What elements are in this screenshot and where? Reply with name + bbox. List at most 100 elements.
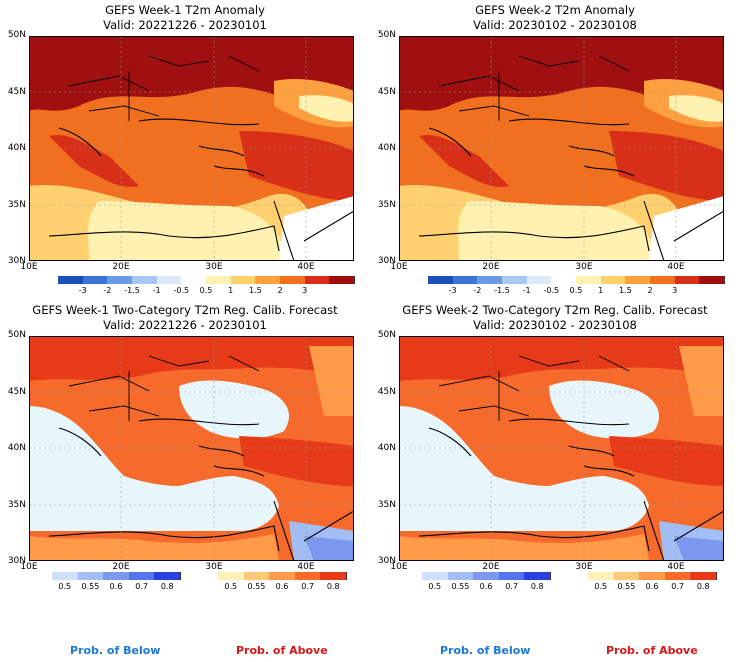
lat-label: 40N — [7, 443, 26, 453]
lat-label: 50N — [377, 30, 396, 40]
colorbar-cell — [524, 572, 551, 580]
colorbar-cell — [156, 276, 183, 284]
lat-label: 45N — [7, 87, 26, 97]
panel-week2-anomaly: GEFS Week-2 T2m Anomaly Valid: 20230102 … — [370, 0, 740, 300]
colorbar-cell — [452, 276, 479, 284]
colorbar-tick-label: 0.55 — [247, 582, 266, 591]
lon-label: 10E — [390, 562, 408, 572]
colorbar-tick-label: 0.5 — [58, 582, 72, 591]
colorbar-tick-label: -3 — [448, 286, 457, 295]
colorbar-tick-label: 2 — [647, 286, 653, 295]
colorbar-cell — [243, 572, 271, 580]
lon-label: 10E — [20, 562, 38, 572]
colorbar-cell — [82, 276, 109, 284]
colorbar-cell — [576, 276, 602, 284]
colorbar-tick-label: -0.5 — [543, 286, 560, 295]
colorbar-cell — [650, 276, 676, 284]
colorbar-tick-label: 0.55 — [617, 582, 636, 591]
colorbar-tick-label: 1.5 — [248, 286, 262, 295]
colorbar-tick-label: 0.8 — [530, 582, 544, 591]
colorbar-tick-label: 1 — [228, 286, 234, 295]
colorbar-tick-label: 2 — [277, 286, 283, 295]
colorbar-cell — [128, 572, 156, 580]
panel-week2-probability: GEFS Week-2 Two-Category T2m Reg. Calib.… — [370, 300, 740, 600]
prob-above-colorbar: 0.5 0.55 0.6 0.7 0.8 — [588, 572, 717, 591]
panel-subtitle: Valid: 20230102 - 20230108 — [473, 18, 637, 32]
colorbar-cell — [639, 572, 666, 580]
lon-label: 20E — [112, 262, 130, 272]
colorbar-cell — [422, 572, 449, 580]
prob-above-colorbar: 0.5 0.55 0.6 0.7 0.8 — [218, 572, 347, 591]
colorbar-tick-label: 0.8 — [160, 582, 174, 591]
lon-label: 40E — [297, 562, 315, 572]
colorbar-tick-label: 0.8 — [326, 582, 340, 591]
colorbar-cell — [625, 276, 651, 284]
lon-label: 10E — [390, 262, 408, 272]
colorbar-cell — [664, 572, 692, 580]
colorbar-tick-label: 1.5 — [618, 286, 632, 295]
prob-below-colorbar: 0.5 0.55 0.6 0.7 0.8 — [52, 572, 181, 591]
colorbar-cell — [498, 572, 526, 580]
lon-label: 20E — [112, 562, 130, 572]
colorbar-tick-label: 0.7 — [671, 582, 684, 591]
lon-label: 20E — [482, 562, 500, 572]
lat-label: 30N — [7, 256, 26, 266]
lon-label: 30E — [575, 262, 593, 272]
prob-below-label: Prob. of Below — [440, 644, 531, 657]
colorbar-tick-label: 0.6 — [479, 582, 493, 591]
lat-label: 40N — [377, 443, 396, 453]
colorbar-tick-label: 0.5 — [199, 286, 213, 295]
colorbar-cell — [77, 572, 105, 580]
colorbar-cell — [477, 276, 503, 284]
colorbar-cell — [674, 276, 701, 284]
lat-label: 30N — [377, 256, 396, 266]
colorbar-cell — [447, 572, 475, 580]
probability-map — [29, 336, 354, 561]
colorbar-cell — [280, 276, 306, 284]
colorbar-tick-label: -1.5 — [494, 286, 510, 295]
lon-label: 30E — [205, 262, 223, 272]
colorbar-cell — [206, 276, 232, 284]
anomaly-colorbar: -3 -2 -1.5 -1 -0.5 0.5 1 1.5 2 3 — [428, 276, 725, 295]
prob-above-label: Prob. of Above — [236, 644, 328, 657]
lat-label: 45N — [377, 387, 396, 397]
colorbar-tick-label: 0.5 — [569, 286, 583, 295]
colorbar-tick-label: -0.5 — [173, 286, 190, 295]
colorbar-tick-label: -2 — [473, 286, 482, 295]
colorbar-tick-label: 0.7 — [505, 582, 518, 591]
colorbar-cell — [255, 276, 281, 284]
panel-title: GEFS Week-2 T2m Anomaly — [475, 3, 635, 17]
colorbar-cell — [613, 572, 641, 580]
colorbar-cell — [320, 572, 347, 580]
colorbar-cell — [52, 572, 79, 580]
colorbar-tick-label: -1 — [522, 286, 531, 295]
colorbar-tick-label: 0.7 — [135, 582, 148, 591]
panel-title: GEFS Week-1 Two-Category T2m Reg. Calib.… — [32, 303, 338, 317]
colorbar-cell — [502, 276, 528, 284]
colorbar-tick-label: -1.5 — [124, 286, 140, 295]
colorbar-cell — [294, 572, 322, 580]
colorbar-tick-label: 0.6 — [645, 582, 659, 591]
prob-above-label: Prob. of Above — [606, 644, 698, 657]
colorbar-tick-label: 3 — [302, 286, 308, 295]
colorbar-tick-label: 0.55 — [81, 582, 100, 591]
colorbar-cell — [551, 276, 577, 284]
panel-title: GEFS Week-2 Two-Category T2m Reg. Calib.… — [402, 303, 708, 317]
colorbar-cell — [103, 572, 130, 580]
colorbar-tick-label: -3 — [78, 286, 87, 295]
anomaly-map — [29, 36, 354, 261]
colorbar-cell — [329, 276, 355, 284]
colorbar-tick-label: 0.6 — [109, 582, 123, 591]
colorbar-cell — [304, 276, 331, 284]
colorbar-tick-label: 0.8 — [696, 582, 710, 591]
lon-label: 30E — [575, 562, 593, 572]
lat-label: 35N — [7, 200, 26, 210]
lat-label: 45N — [377, 87, 396, 97]
colorbar-tick-label: 0.55 — [451, 582, 470, 591]
lon-label: 10E — [20, 262, 38, 272]
colorbar-cell — [58, 276, 84, 284]
colorbar-tick-label: 0.5 — [594, 582, 608, 591]
colorbar-cell — [690, 572, 717, 580]
colorbar-tick-label: 0.7 — [301, 582, 314, 591]
lat-label: 35N — [7, 500, 26, 510]
